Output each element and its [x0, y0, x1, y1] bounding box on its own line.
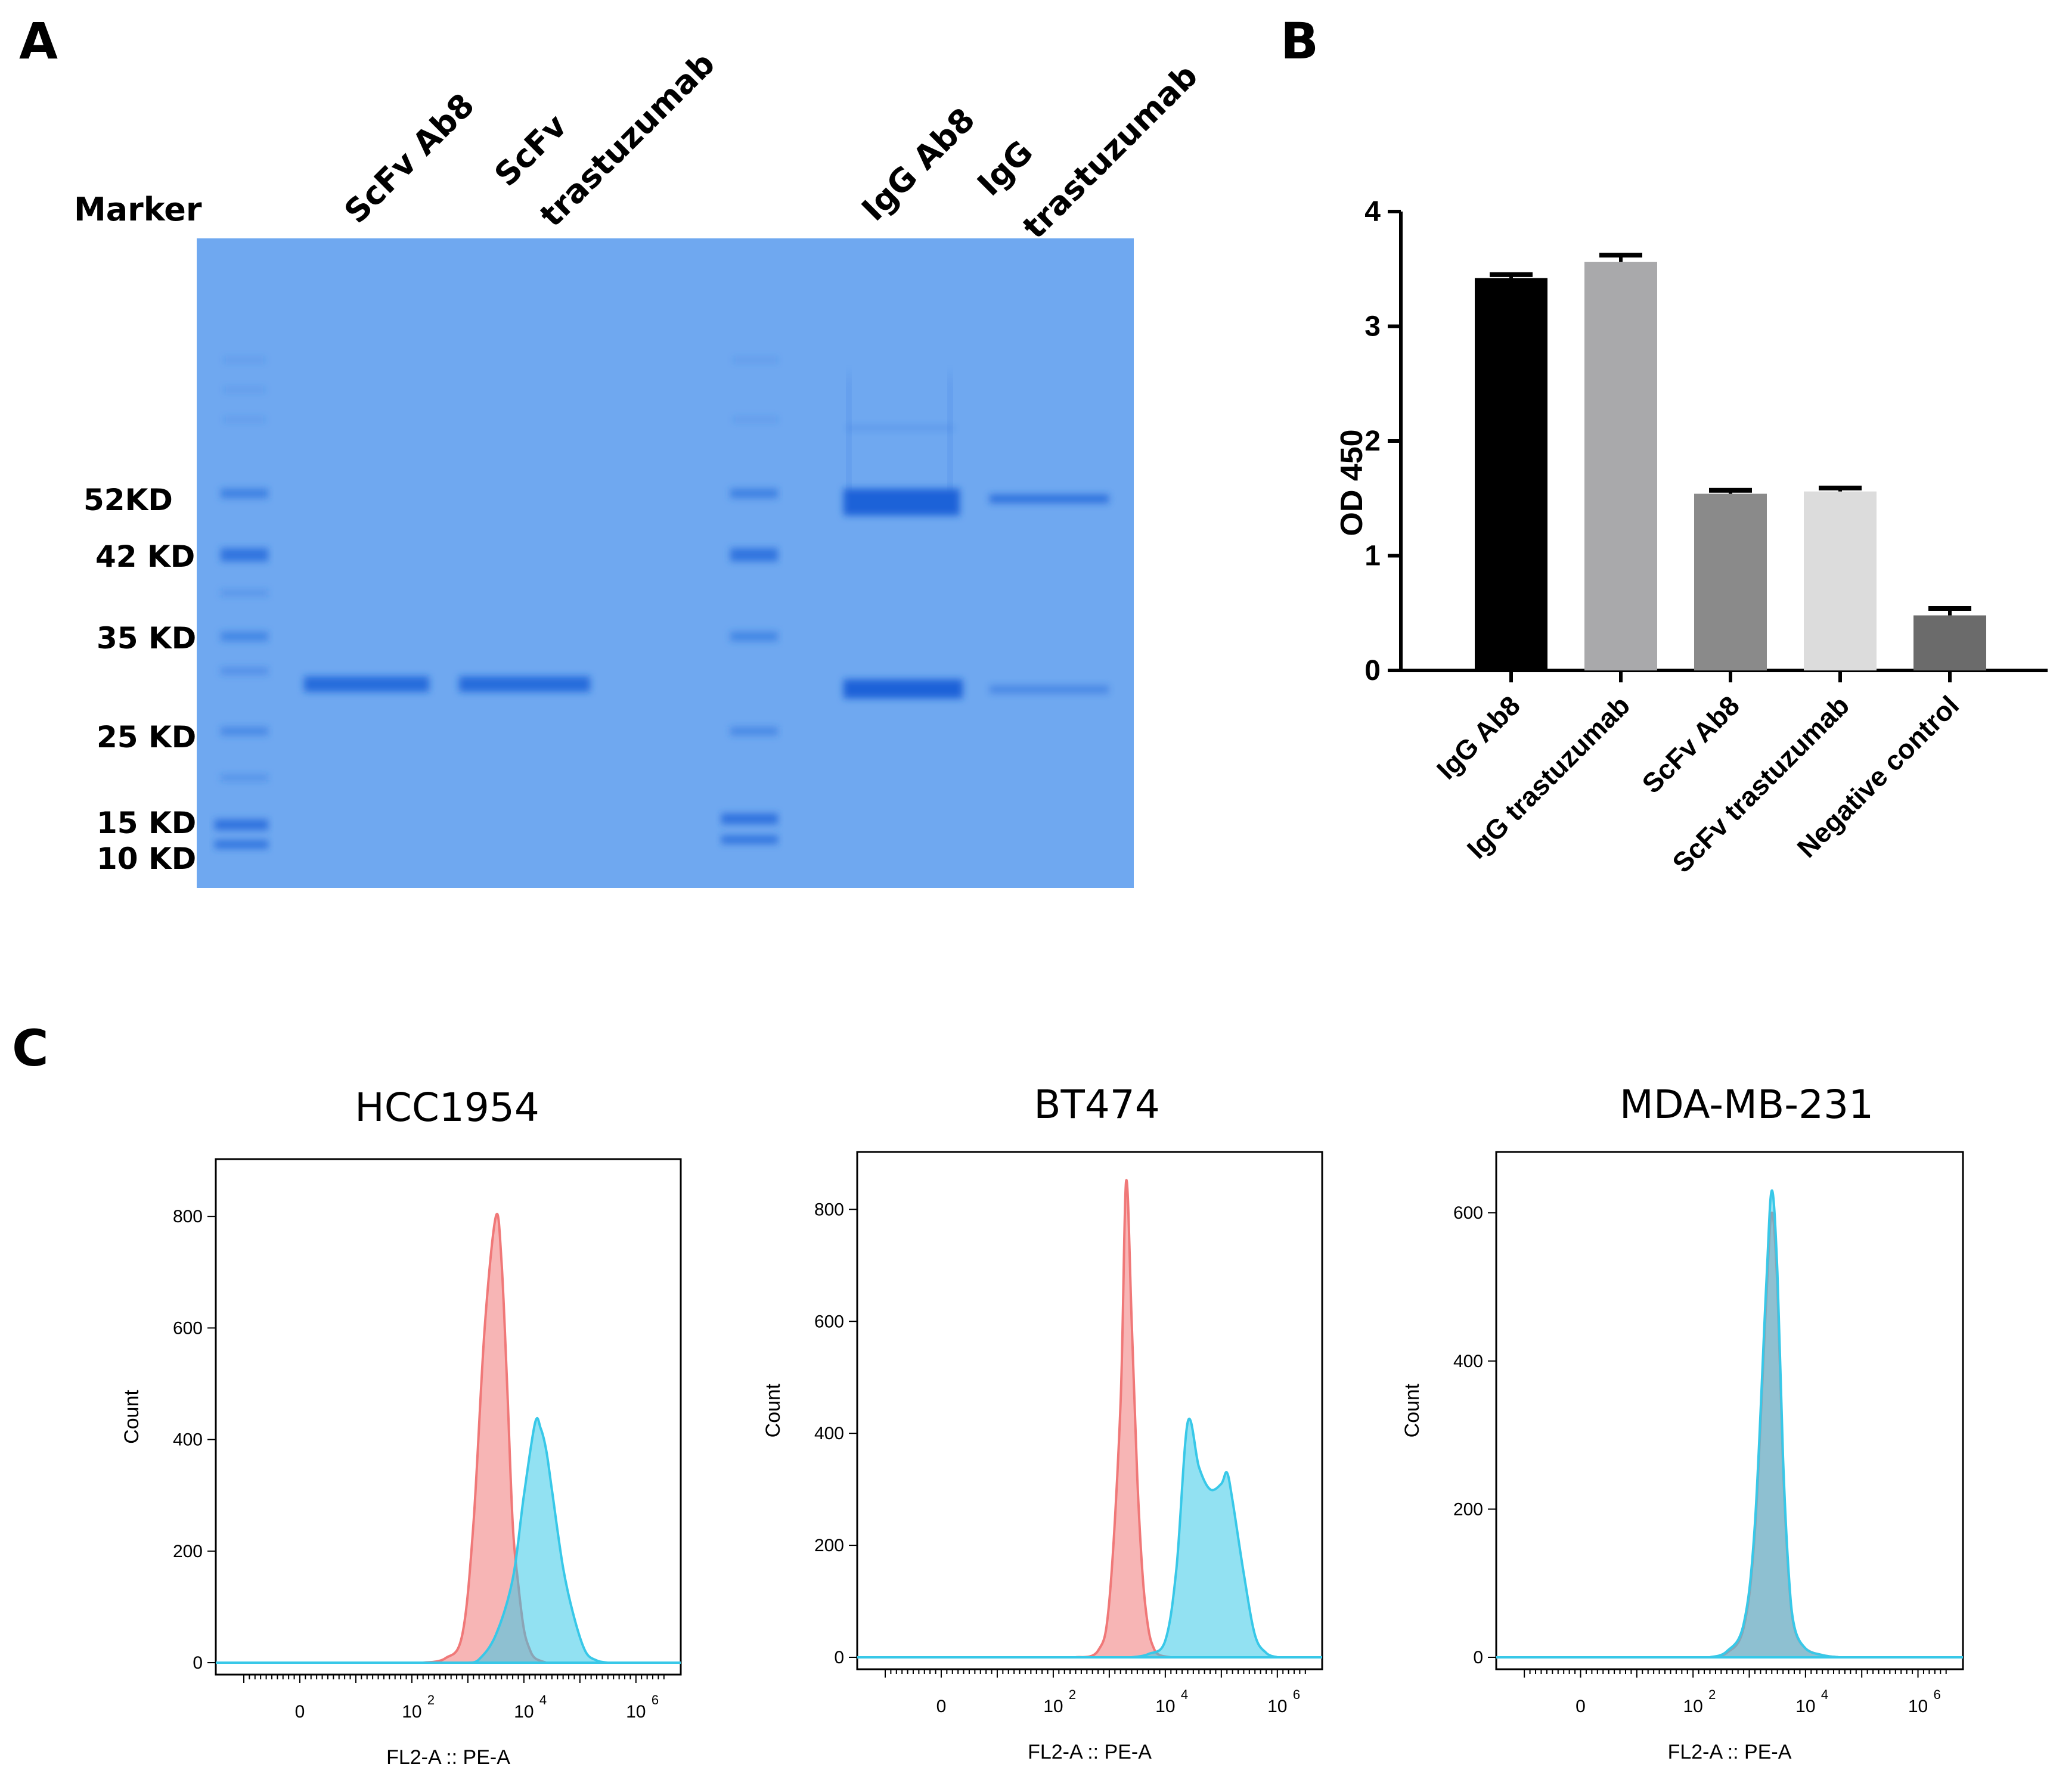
- bar-igg-ab8: [1475, 278, 1547, 670]
- mw-marker-35kd: 35 KD: [97, 621, 197, 656]
- bar-chart-ylabel: OD 450: [1335, 429, 1369, 536]
- y-tick-label: 400: [814, 1424, 844, 1443]
- y-axis-label: Count: [1401, 1383, 1423, 1437]
- x-tick-exponent: 4: [1181, 1687, 1188, 1702]
- histogram-area-control: [423, 1213, 547, 1663]
- histogram-title-mda-mb-231: MDA-MB-231: [1619, 1082, 1874, 1128]
- x-tick-label: 10: [1155, 1697, 1175, 1716]
- gel-image: [197, 238, 1134, 888]
- y-tick-label: 800: [814, 1200, 844, 1219]
- x-tick-label: 10: [1908, 1697, 1928, 1716]
- x-axis-label: FL2-A :: PE-A: [386, 1746, 510, 1769]
- y-tick-label: 600: [173, 1318, 203, 1338]
- mw-marker-15kd: 15 KD: [97, 806, 197, 840]
- x-tick-label: 10: [514, 1702, 534, 1722]
- y-tick-label: 0: [193, 1653, 203, 1673]
- bar-negative-control: [1913, 615, 1986, 670]
- x-tick-exponent: 6: [1934, 1687, 1941, 1702]
- bar-scfv-trastuzumab: [1804, 491, 1877, 670]
- marker-lane-1: [215, 358, 268, 849]
- mw-marker-25kd: 25 KD: [97, 720, 197, 754]
- y-axis-label: Count: [120, 1390, 143, 1444]
- panel-label-a: A: [19, 12, 58, 70]
- x-tick-exponent: 2: [427, 1692, 435, 1707]
- y-tick-label: 0: [1364, 655, 1381, 687]
- y-tick-label: 600: [814, 1312, 844, 1331]
- x-tick-label: 10: [626, 1702, 646, 1722]
- histogram-area-antibody: [1710, 1190, 1840, 1657]
- y-tick-label: 1: [1364, 541, 1381, 572]
- x-tick-exponent: 4: [539, 1692, 547, 1707]
- panel-label-b: B: [1280, 12, 1319, 70]
- x-tick-label: 10: [402, 1702, 421, 1722]
- gel-background: [197, 238, 1134, 888]
- x-tick-exponent: 4: [1821, 1687, 1828, 1702]
- histogram-line-antibody: [1709, 1189, 1840, 1659]
- x-tick-exponent: 6: [652, 1692, 659, 1707]
- bar-igg-trastuzumab: [1584, 262, 1657, 670]
- y-tick-label: 800: [173, 1207, 203, 1226]
- y-tick-label: 3: [1364, 311, 1381, 343]
- mw-marker-42kd: 42 KD: [95, 539, 196, 574]
- x-tick-label: 10: [1683, 1697, 1702, 1716]
- histogram-area-control: [1075, 1180, 1171, 1657]
- x-tick-label: 10: [1267, 1697, 1287, 1716]
- histogram-title-bt474: BT474: [1034, 1082, 1160, 1128]
- x-axis-label: FL2-A :: PE-A: [1668, 1741, 1792, 1763]
- x-axis-label: FL2-A :: PE-A: [1028, 1741, 1152, 1763]
- histogram-line-antibody: [1131, 1417, 1278, 1659]
- marker-lane-2: [721, 358, 778, 844]
- x-tick-label: 0: [295, 1702, 305, 1722]
- y-tick-label: 200: [814, 1536, 844, 1555]
- y-tick-label: 200: [173, 1542, 203, 1561]
- plot-frame: [856, 1151, 1323, 1670]
- scfv-bands: [304, 676, 590, 692]
- mw-marker-10kd: 10 KD: [97, 841, 197, 876]
- plot-frame: [215, 1158, 682, 1676]
- y-tick-label: 400: [1453, 1352, 1483, 1371]
- lane-label-marker: Marker: [74, 191, 202, 228]
- histogram-line-antibody: [467, 1417, 609, 1664]
- y-axis-label: Count: [762, 1383, 784, 1437]
- y-tick-label: 4: [1364, 196, 1381, 228]
- x-tick-label: 0: [936, 1697, 947, 1716]
- y-tick-label: 200: [1453, 1499, 1483, 1519]
- x-tick-exponent: 2: [1069, 1687, 1076, 1702]
- y-tick-label: 0: [1473, 1648, 1483, 1667]
- mw-marker-52kd: 52KD: [83, 483, 173, 517]
- y-tick-label: 600: [1453, 1203, 1483, 1223]
- x-tick-label: 10: [1043, 1697, 1063, 1716]
- x-tick-exponent: 6: [1293, 1687, 1300, 1702]
- bar-scfv-ab8: [1694, 493, 1767, 670]
- x-tick-label: 0: [1576, 1697, 1586, 1716]
- panel-label-c: C: [12, 1019, 49, 1077]
- x-tick-exponent: 2: [1708, 1687, 1716, 1702]
- histogram-area-antibody: [1131, 1418, 1277, 1657]
- histogram-area-antibody: [467, 1418, 608, 1663]
- y-tick-label: 0: [834, 1648, 844, 1667]
- plot-frame: [1495, 1151, 1964, 1670]
- igg-bands: [843, 375, 1109, 698]
- x-tick-label: 10: [1795, 1697, 1815, 1716]
- histogram-title-hcc1954: HCC1954: [355, 1085, 539, 1131]
- y-tick-label: 2: [1364, 426, 1381, 457]
- histogram-line-control: [1075, 1179, 1171, 1659]
- y-tick-label: 400: [173, 1430, 203, 1450]
